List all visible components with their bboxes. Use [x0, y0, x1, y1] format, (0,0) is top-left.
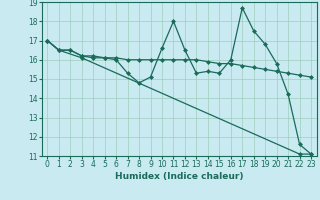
- X-axis label: Humidex (Indice chaleur): Humidex (Indice chaleur): [115, 172, 244, 181]
